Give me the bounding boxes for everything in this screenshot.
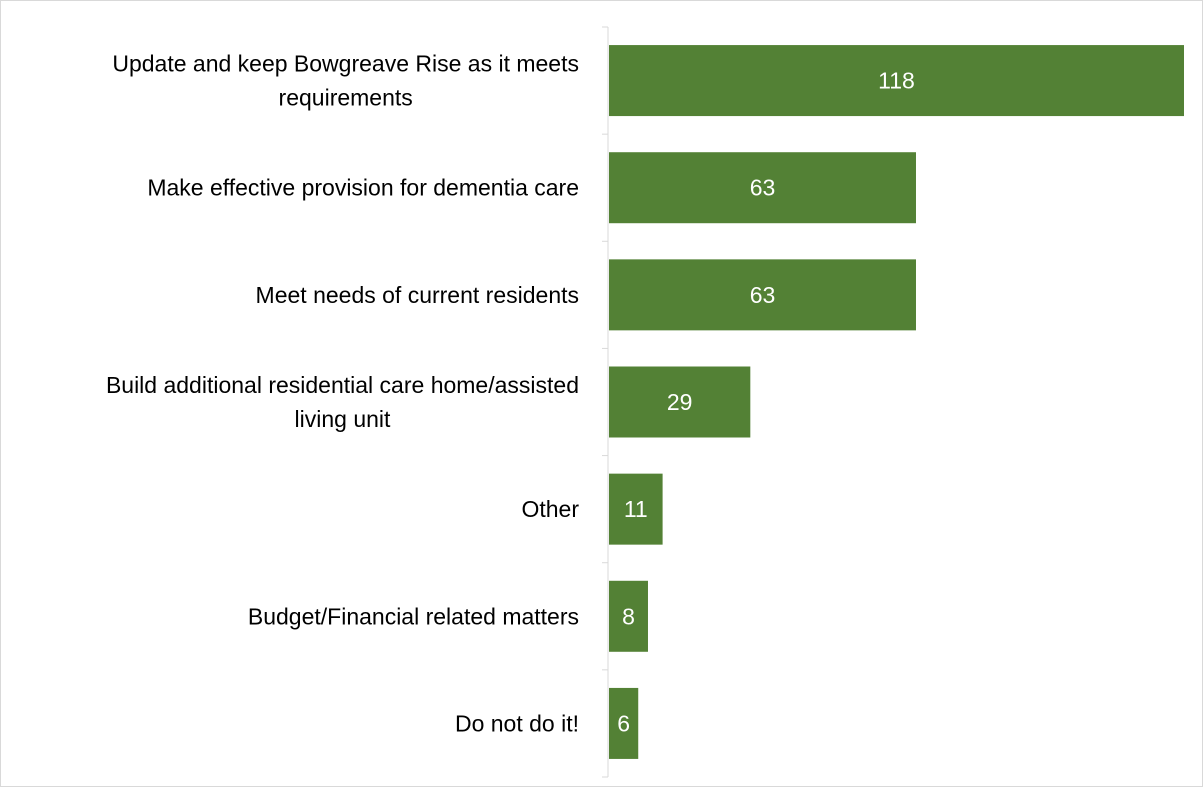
data-label-build-additional-residential-care-home-assisted-living-unit: 29 <box>667 389 693 415</box>
category-label-update-and-keep-bowgreave-rise-as-it-meets-requirements: Update and keep Bowgreave Rise as it mee… <box>112 51 579 111</box>
bar-meet-needs-of-current-residents <box>609 259 916 331</box>
bar-do-not-do-it <box>609 687 639 759</box>
category-axis-ticks <box>602 26 608 778</box>
data-label-make-effective-provision-for-dementia-care: 63 <box>750 175 776 201</box>
bar-update-and-keep-bowgreave-rise-as-it-meets-requirements <box>609 45 1184 117</box>
bar-series <box>609 45 1184 759</box>
category-label-budget-financial-related-matters: Budget/Financial related matters <box>248 603 579 629</box>
bar-build-additional-residential-care-home-assisted-living-unit <box>609 366 751 438</box>
data-label-other: 11 <box>624 496 648 522</box>
data-label-do-not-do-it: 6 <box>617 710 630 736</box>
bar-make-effective-provision-for-dementia-care <box>609 152 916 224</box>
category-label-other: Other <box>521 496 579 522</box>
bar-other <box>609 473 663 545</box>
bar-budget-financial-related-matters <box>609 580 648 652</box>
category-label-do-not-do-it: Do not do it! <box>455 710 579 736</box>
category-label-meet-needs-of-current-residents: Meet needs of current residents <box>256 282 579 308</box>
category-label-build-additional-residential-care-home-assisted-living-unit: Build additional residential care home/a… <box>106 372 579 432</box>
category-label-make-effective-provision-for-dementia-care: Make effective provision for dementia ca… <box>147 175 579 201</box>
data-label-meet-needs-of-current-residents: 63 <box>750 282 776 308</box>
data-label-update-and-keep-bowgreave-rise-as-it-meets-requirements: 118 <box>878 68 915 94</box>
category-labels: Update and keep Bowgreave Rise as it mee… <box>106 51 579 737</box>
data-label-budget-financial-related-matters: 8 <box>622 603 635 629</box>
